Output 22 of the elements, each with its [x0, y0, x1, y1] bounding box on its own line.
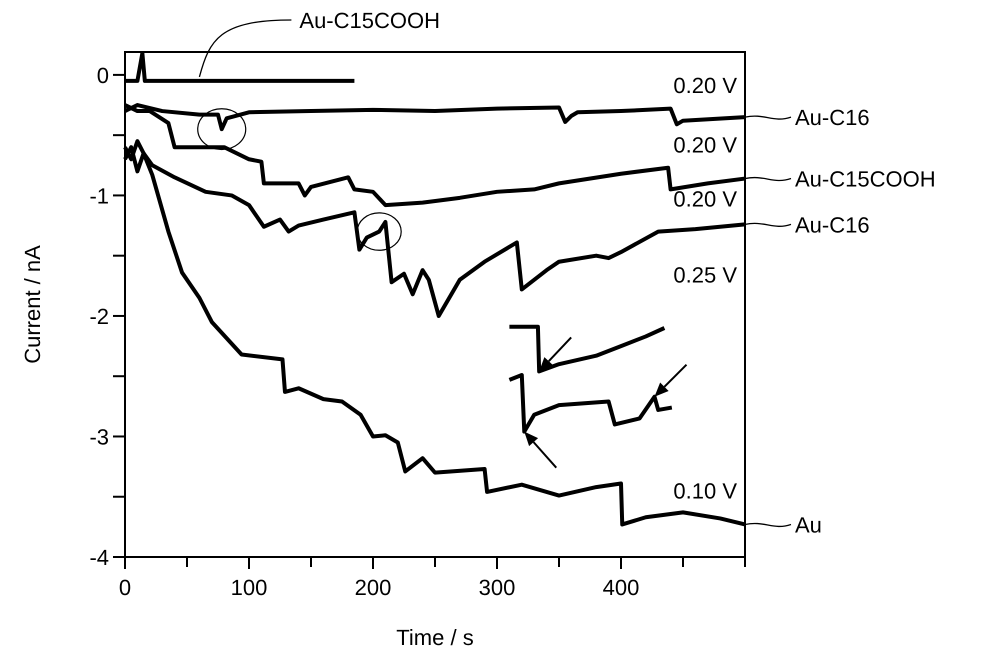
- annotation: 0.10 V: [673, 478, 738, 504]
- x-tick-label: 200: [354, 575, 392, 600]
- y-tick-label: -3: [89, 424, 109, 450]
- legend-label: Au-C16: [795, 212, 870, 238]
- legend-label: Au-C16: [795, 105, 870, 130]
- text: Au-C15COOH: [299, 8, 440, 33]
- y-tick-label: -1: [89, 183, 109, 208]
- y-tick-label: -2: [89, 304, 109, 329]
- x-tick-label: 0: [118, 575, 132, 600]
- y-tick-label: -4: [89, 545, 109, 570]
- y-axis-title: Current / nA: [20, 244, 45, 364]
- y-tick-label: 0: [96, 62, 109, 88]
- annotation: 0.20 V: [673, 186, 738, 212]
- x-tick-label: 100: [230, 575, 268, 600]
- x-axis-title: Time / s: [396, 625, 474, 650]
- annotation: 0.20 V: [673, 132, 738, 158]
- x-tick-label: 400: [602, 575, 640, 600]
- x-tick-label: 300: [478, 575, 516, 600]
- annotation: 0.20 V: [673, 73, 738, 98]
- legend-label: Au: [795, 512, 822, 538]
- legend-label: Au-C15COOH: [795, 166, 936, 192]
- annotation: 0.25 V: [673, 262, 738, 288]
